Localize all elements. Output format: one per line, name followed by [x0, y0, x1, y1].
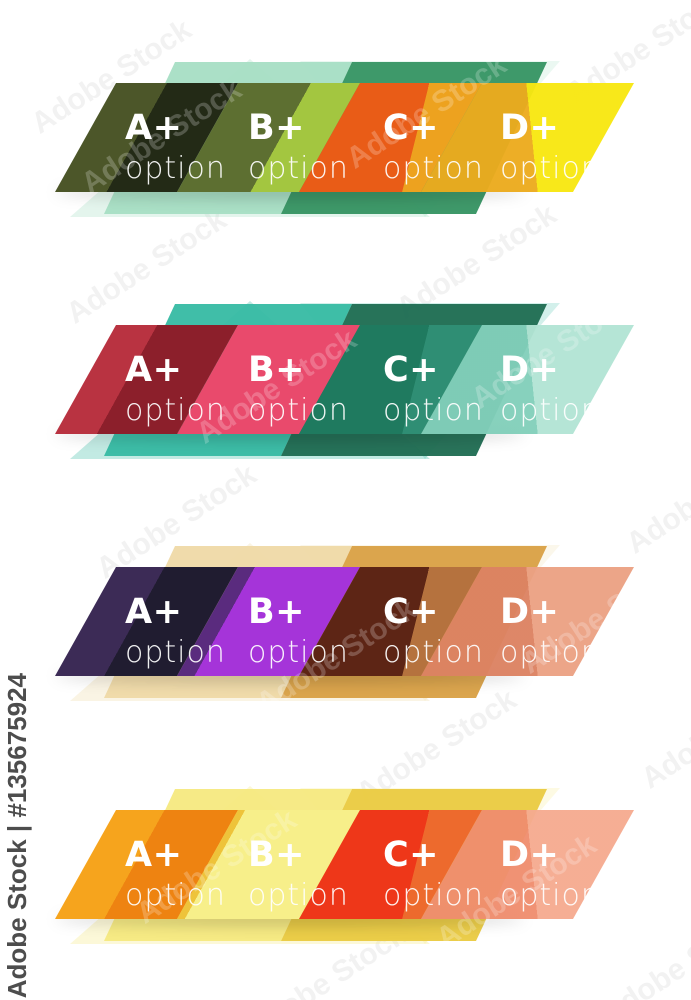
option-a-sub: option — [125, 635, 226, 670]
option-d-label: D+ — [500, 592, 560, 632]
option-b-label: B+ — [248, 350, 306, 390]
option-c-sub: option — [383, 878, 484, 913]
option-a-text: A+ option — [125, 353, 226, 426]
option-a-label: A+ — [125, 108, 183, 148]
option-d-sub: option — [500, 393, 601, 428]
option-c-sub: option — [383, 151, 484, 186]
option-b-text: B+ option — [248, 353, 349, 426]
infographic-banner-purple: A+ option B+ option C+ option D+ option — [0, 543, 691, 703]
option-d-text: D+ option — [500, 111, 601, 184]
option-d-sub: option — [500, 151, 601, 186]
stock-credit-sidebar: Adobe Stock | #135675924 — [2, 672, 32, 998]
option-b-label: B+ — [248, 592, 306, 632]
option-c-text: C+ option — [383, 595, 484, 668]
option-b-label: B+ — [248, 108, 306, 148]
option-a-label: A+ — [125, 835, 183, 875]
option-a-sub: option — [125, 151, 226, 186]
option-c-label: C+ — [383, 592, 440, 632]
option-d-sub: option — [500, 635, 601, 670]
option-d-label: D+ — [500, 108, 560, 148]
option-a-text: A+ option — [125, 838, 226, 911]
infographic-banner-teal: A+ option B+ option C+ option D+ option — [0, 301, 691, 461]
infographic-banner-green: A+ option B+ option C+ option D+ option — [0, 59, 691, 219]
option-a-label: A+ — [125, 592, 183, 632]
infographic-banner-yellow: A+ option B+ option C+ option D+ option — [0, 786, 691, 946]
option-c-label: C+ — [383, 108, 440, 148]
option-c-text: C+ option — [383, 353, 484, 426]
option-c-text: C+ option — [383, 111, 484, 184]
option-d-text: D+ option — [500, 838, 601, 911]
option-b-label: B+ — [248, 835, 306, 875]
option-b-text: B+ option — [248, 595, 349, 668]
option-d-label: D+ — [500, 835, 560, 875]
option-c-label: C+ — [383, 835, 440, 875]
option-b-sub: option — [248, 878, 349, 913]
option-d-sub: option — [500, 878, 601, 913]
option-b-sub: option — [248, 151, 349, 186]
option-b-sub: option — [248, 393, 349, 428]
option-c-label: C+ — [383, 350, 440, 390]
option-d-label: D+ — [500, 350, 560, 390]
option-d-text: D+ option — [500, 595, 601, 668]
option-b-text: B+ option — [248, 111, 349, 184]
option-a-sub: option — [125, 393, 226, 428]
option-a-text: A+ option — [125, 595, 226, 668]
option-c-text: C+ option — [383, 838, 484, 911]
option-c-sub: option — [383, 635, 484, 670]
option-a-label: A+ — [125, 350, 183, 390]
option-b-sub: option — [248, 635, 349, 670]
option-d-text: D+ option — [500, 353, 601, 426]
option-c-sub: option — [383, 393, 484, 428]
option-a-sub: option — [125, 878, 226, 913]
option-b-text: B+ option — [248, 838, 349, 911]
option-a-text: A+ option — [125, 111, 226, 184]
